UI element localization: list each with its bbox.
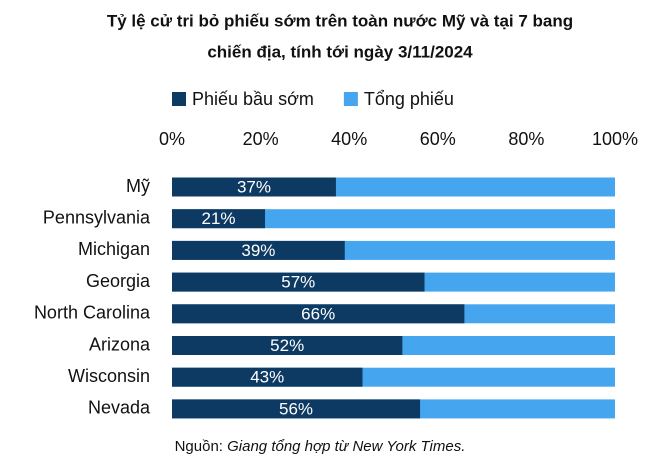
x-tick-label: 100%: [592, 129, 638, 149]
category-label: Nevada: [88, 398, 151, 418]
bar: [172, 304, 465, 324]
value-label: 57%: [281, 273, 315, 292]
legend-label: Phiếu bầu sớm: [192, 89, 314, 109]
bar: [172, 209, 266, 229]
bar: [172, 240, 345, 260]
x-tick-label: 40%: [331, 129, 367, 149]
legend-label: Tổng phiếu: [364, 89, 454, 109]
category-label: North Carolina: [34, 303, 151, 323]
value-label: 56%: [279, 399, 313, 418]
category-label: Pennsylvania: [43, 207, 151, 227]
chart-title: chiến địa, tính tới ngày 3/11/2024: [207, 42, 473, 61]
category-label: Michigan: [78, 239, 150, 259]
value-label: 21%: [201, 209, 235, 228]
value-label: 66%: [301, 304, 335, 323]
bar: [172, 177, 336, 197]
source: Nguồn: Giang tổng hợp từ New York Times.: [175, 438, 466, 455]
bar: [172, 272, 425, 292]
category-label: Wisconsin: [68, 366, 150, 386]
bar: [172, 367, 363, 387]
value-label: 37%: [237, 177, 271, 196]
value-label: 43%: [250, 368, 284, 387]
x-tick-label: 20%: [243, 129, 279, 149]
category-label: Mỹ: [126, 176, 150, 196]
bar: [172, 209, 615, 229]
source-text: Giang tổng hợp từ New York Times.: [227, 438, 465, 455]
bar: [172, 399, 421, 419]
legend-swatch: [172, 92, 186, 106]
source-label: Nguồn:: [175, 438, 223, 455]
x-tick-label: 0%: [159, 129, 185, 149]
legend-swatch: [343, 92, 358, 106]
value-label: 39%: [241, 241, 275, 260]
category-label: Arizona: [89, 334, 151, 354]
value-label: 52%: [270, 336, 304, 355]
category-label: Georgia: [86, 271, 151, 291]
x-tick-label: 80%: [508, 129, 544, 149]
bar: [172, 336, 403, 355]
chart-title: Tỷ lệ cử tri bỏ phiếu sớm trên toàn nước…: [107, 11, 573, 30]
x-tick-label: 60%: [420, 129, 456, 149]
